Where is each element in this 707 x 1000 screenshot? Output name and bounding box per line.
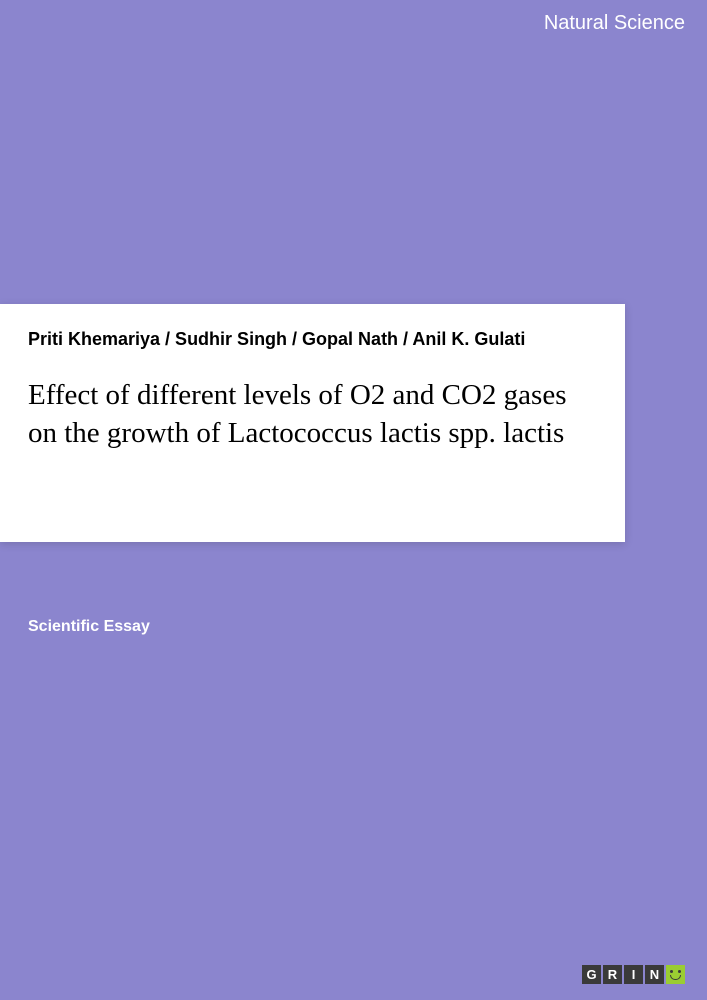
title-panel: Priti Khemariya / Sudhir Singh / Gopal N… xyxy=(0,304,625,542)
logo-letter-n: N xyxy=(645,965,664,984)
publisher-logo: G R I N xyxy=(582,965,685,984)
category-label: Natural Science xyxy=(544,12,685,35)
logo-letter-r: R xyxy=(603,965,622,984)
document-title: Effect of different levels of O2 and CO2… xyxy=(28,377,597,451)
logo-letter-i: I xyxy=(624,965,643,984)
logo-letter-g: G xyxy=(582,965,601,984)
authors-text: Priti Khemariya / Sudhir Singh / Gopal N… xyxy=(28,328,597,351)
logo-smile-icon xyxy=(666,965,685,984)
essay-type-label: Scientific Essay xyxy=(28,618,150,636)
